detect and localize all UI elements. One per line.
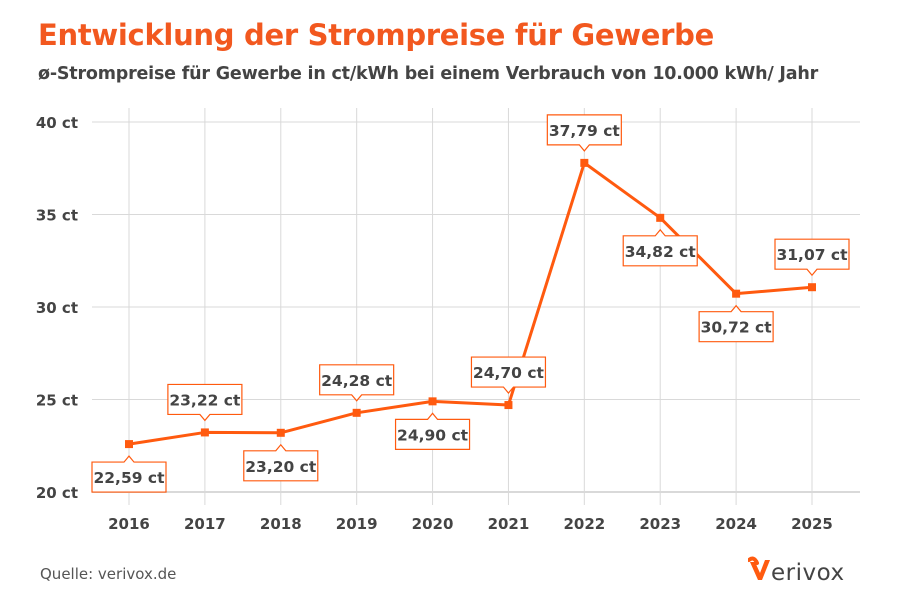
data-point-marker xyxy=(732,289,741,298)
data-label-box xyxy=(91,455,167,493)
data-label: 31,07 ct xyxy=(776,246,848,264)
x-tick-label: 2020 xyxy=(412,515,454,533)
x-tick-label: 2024 xyxy=(715,515,757,533)
x-tick-label: 2023 xyxy=(639,515,681,533)
chart-subtitle: ø-Strompreise für Gewerbe in ct/kWh bei … xyxy=(38,64,819,84)
data-label-box xyxy=(774,238,850,277)
y-tick-label: 25 ct xyxy=(36,392,78,410)
data-point-marker xyxy=(656,213,665,222)
x-tick-label: 2025 xyxy=(791,515,833,533)
data-point-marker xyxy=(808,283,816,292)
data-point-marker xyxy=(200,428,209,437)
series-line xyxy=(128,161,813,446)
data-label: 23,20 ct xyxy=(245,458,317,476)
data-point-marker xyxy=(504,401,513,410)
data-label: 34,82 ct xyxy=(625,243,697,261)
x-tick-label: 2019 xyxy=(336,515,378,533)
source-note: Quelle: verivox.de xyxy=(40,565,177,583)
data-label-box xyxy=(698,304,774,343)
data-label: 30,72 ct xyxy=(701,319,773,337)
data-label-box xyxy=(167,383,243,422)
y-tick-label: 35 ct xyxy=(36,207,78,225)
data-label-box xyxy=(546,114,622,152)
data-point-marker xyxy=(276,428,285,437)
verivox-logo: erivox xyxy=(747,554,863,588)
data-point-marker xyxy=(580,158,589,167)
data-label: 24,90 ct xyxy=(397,426,469,444)
x-tick-label: 2016 xyxy=(108,515,150,533)
data-label: 22,59 ct xyxy=(93,469,165,487)
data-label-box xyxy=(470,356,547,394)
data-label-box xyxy=(622,228,698,267)
data-point-marker xyxy=(125,440,133,449)
data-label-box xyxy=(394,412,471,450)
x-tick-label: 2022 xyxy=(563,515,605,533)
y-tick-label: 40 ct xyxy=(36,114,78,132)
chart-title: Entwicklung der Strompreise für Gewerbe xyxy=(38,18,714,52)
svg-text:erivox: erivox xyxy=(771,560,845,584)
data-label: 24,70 ct xyxy=(473,364,545,382)
data-label: 23,22 ct xyxy=(169,391,241,409)
y-tick-label: 30 ct xyxy=(36,299,78,317)
x-tick-label: 2018 xyxy=(260,515,302,533)
data-point-marker xyxy=(352,408,361,417)
y-tick-label: 20 ct xyxy=(36,484,78,502)
x-tick-label: 2021 xyxy=(488,515,530,533)
data-label: 24,28 ct xyxy=(321,372,393,390)
data-label-box xyxy=(243,443,319,482)
data-point-marker xyxy=(428,397,437,406)
data-label-box xyxy=(319,364,395,402)
data-label: 37,79 ct xyxy=(549,122,621,140)
x-tick-label: 2017 xyxy=(184,515,226,533)
